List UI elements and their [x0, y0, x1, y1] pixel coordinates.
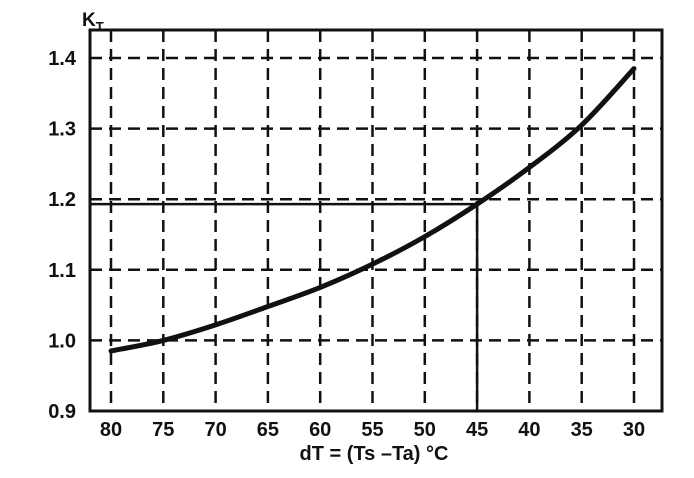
x-tick-label: 55: [361, 419, 383, 441]
x-tick-label: 30: [623, 419, 645, 441]
y-axis-label-main: K: [82, 10, 96, 31]
y-axis-label-sub: T: [96, 19, 104, 34]
grid-lines: [90, 30, 662, 411]
y-tick-label: 1.3: [48, 119, 76, 141]
x-tick-label: 65: [257, 419, 279, 441]
y-tick-label: 1.2: [48, 189, 76, 211]
x-axis-label: dT = (Ts –Ta) °C: [300, 443, 449, 465]
x-tick-label: 60: [309, 419, 331, 441]
x-tick-label: 35: [571, 419, 593, 441]
x-tick-label: 50: [414, 419, 436, 441]
x-tick-label: 70: [204, 419, 226, 441]
y-tick-label: 0.9: [48, 401, 76, 423]
y-tick-labels: 0.9 1.0 1.1 1.2 1.3 1.4: [48, 48, 77, 423]
y-axis-label: KT: [82, 10, 104, 34]
x-tick-labels: 80 75 70 65 60 55 50 45 40 35 30: [100, 419, 645, 441]
x-tick-label: 80: [100, 419, 122, 441]
reference-lines: [90, 202, 479, 411]
plot-frame: [88, 28, 664, 413]
x-tick-label: 40: [518, 419, 540, 441]
y-tick-label: 1.1: [48, 260, 76, 282]
x-tick-label: 45: [466, 419, 488, 441]
y-tick-label: 1.4: [48, 48, 77, 70]
series-line: [108, 66, 637, 354]
x-tick-label: 75: [152, 419, 174, 441]
y-tick-label: 1.0: [48, 330, 76, 352]
